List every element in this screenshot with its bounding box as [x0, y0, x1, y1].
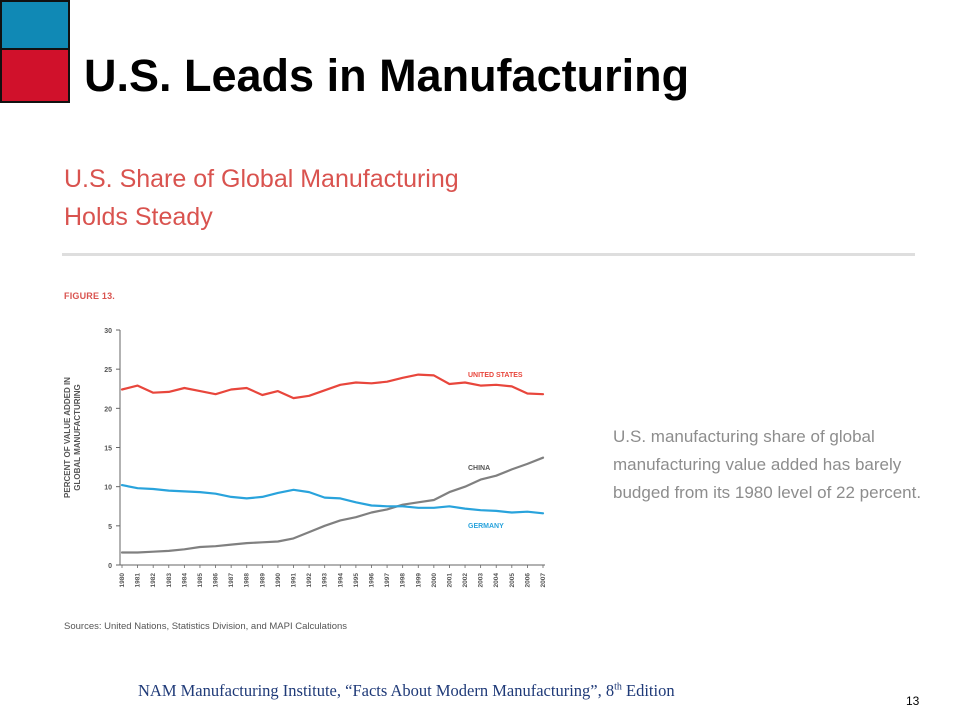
series-label-germany: GERMANY [468, 523, 504, 530]
chart-heading-line-1: U.S. Share of Global Manufacturing [64, 165, 459, 193]
footer-citation-superscript: th [614, 681, 622, 693]
x-tick-label: 1981 [135, 573, 142, 588]
page-number: 13 [906, 694, 920, 708]
x-axis-ticks: 1980 1981 1982 1983 1984 1985 1986 1987 1988 1989… [119, 565, 547, 587]
x-tick-label: 1986 [213, 573, 220, 588]
blue-accent-square [0, 0, 70, 50]
x-tick-label: 1980 [119, 573, 126, 588]
chart-caption: U.S. manufacturing share of global manuf… [613, 427, 922, 502]
series-label-china: CHINA [468, 465, 490, 472]
slide-title: U.S. Leads in Manufacturing [84, 50, 690, 101]
chart-heading-line-2: Holds Steady [64, 203, 213, 231]
x-tick-label: 2000 [431, 573, 438, 588]
x-tick-label: 1994 [337, 573, 344, 588]
heading-divider [62, 253, 915, 256]
x-tick-label: 1985 [197, 573, 204, 588]
x-tick-label: 1988 [244, 573, 251, 588]
series-label-united-states: UNITED STATES [468, 372, 523, 379]
x-tick-label: 2007 [540, 573, 547, 588]
series-line-united-states [120, 373, 545, 400]
x-tick-label: 1997 [384, 573, 391, 588]
y-tick-label: 20 [104, 406, 112, 413]
y-axis-title-line-2: GLOBAL MANUFACTURING [73, 384, 82, 491]
x-tick-label: 1983 [166, 573, 173, 588]
series-lines [120, 373, 545, 554]
y-axis-ticks: 0 5 10 15 20 25 30 [104, 328, 120, 570]
y-tick-label: 10 [104, 485, 112, 492]
x-tick-label: 1989 [259, 573, 266, 588]
series-line-china [120, 456, 545, 554]
footer-citation-text: NAM Manufacturing Institute, “Facts Abou… [138, 681, 615, 700]
footer-citation: NAM Manufacturing Institute, “Facts Abou… [138, 681, 675, 701]
red-accent-square [0, 48, 70, 103]
x-tick-label: 2006 [524, 573, 531, 588]
footer-citation-suffix: Edition [621, 681, 675, 700]
x-tick-label: 2002 [462, 573, 469, 588]
chart-heading: U.S. Share of Global Manufacturing Holds… [64, 160, 459, 236]
y-tick-label: 25 [104, 367, 112, 374]
x-tick-label: 1990 [275, 573, 282, 588]
y-tick-label: 0 [108, 563, 112, 570]
x-tick-label: 1982 [150, 573, 157, 588]
series-line-germany [120, 484, 545, 515]
x-tick-label: 1995 [353, 573, 360, 588]
x-tick-label: 1984 [181, 573, 188, 588]
x-tick-label: 1991 [291, 573, 298, 588]
x-tick-label: 1999 [415, 573, 422, 588]
y-tick-label: 30 [104, 328, 112, 335]
x-tick-label: 2005 [509, 573, 516, 588]
figure-label: FIGURE 13. [64, 291, 116, 301]
y-axis-title: PERCENT OF VALUE ADDED IN GLOBAL MANUFAC… [63, 377, 82, 498]
x-tick-label: 1996 [368, 573, 375, 588]
y-tick-label: 5 [108, 524, 112, 531]
x-tick-label: 1993 [322, 573, 329, 588]
sources-note: Sources: United Nations, Statistics Divi… [64, 621, 348, 632]
y-axis-title-line-1: PERCENT OF VALUE ADDED IN [63, 377, 72, 498]
x-tick-label: 2001 [446, 573, 453, 588]
x-tick-label: 1998 [400, 573, 407, 588]
series-labels: UNITED STATES CHINA GERMANY [468, 372, 523, 530]
x-tick-label: 2004 [493, 573, 500, 588]
x-tick-label: 1987 [228, 573, 235, 588]
y-tick-label: 15 [104, 446, 112, 453]
x-tick-label: 1992 [306, 573, 313, 588]
x-tick-label: 2003 [478, 573, 485, 588]
